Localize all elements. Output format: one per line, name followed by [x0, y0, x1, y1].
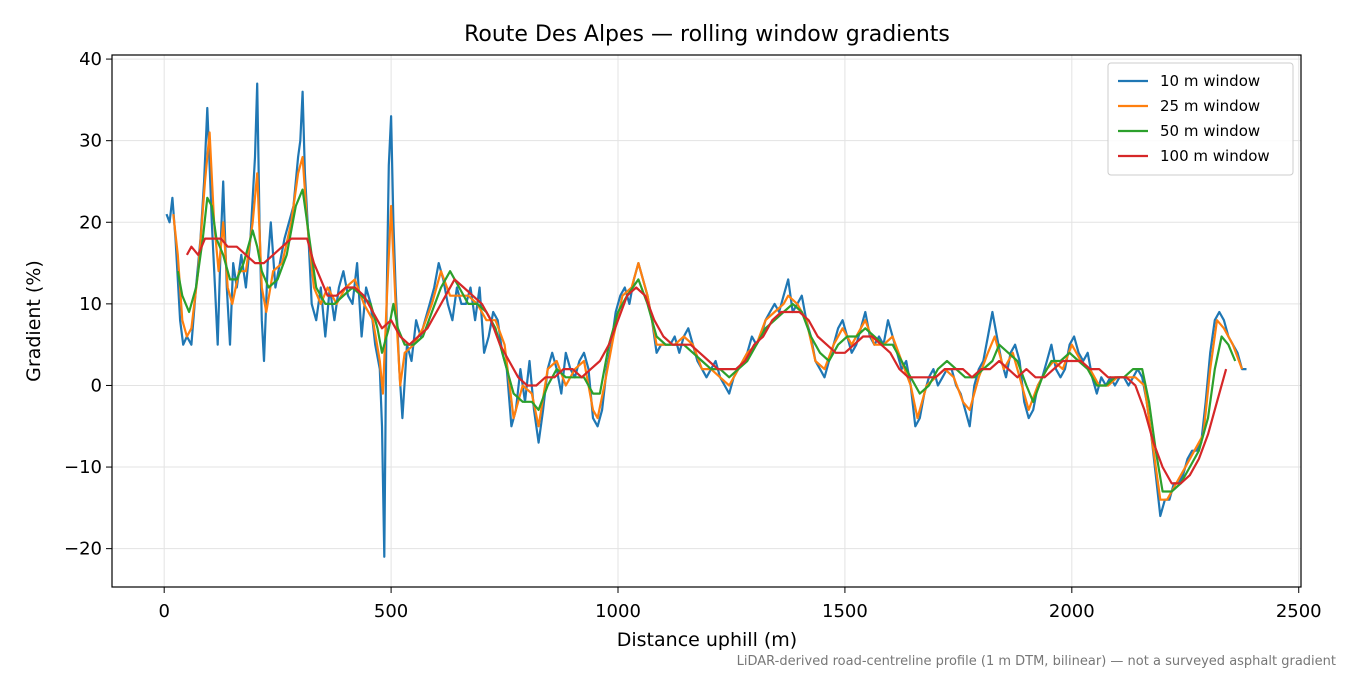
- plot-area: [165, 82, 1247, 558]
- legend-label: 50 m window: [1160, 122, 1260, 140]
- y-tick-label: −10: [64, 457, 102, 478]
- legend-box: [1107, 62, 1294, 176]
- footnote: LiDAR-derived road-centreline profile (1…: [737, 654, 1336, 669]
- series-line: [185, 237, 1228, 485]
- x-tick-label: 500: [374, 601, 408, 622]
- y-axis-label: Gradient (%): [23, 260, 45, 382]
- axes-frame: [111, 54, 1302, 588]
- legend-label: 10 m window: [1160, 72, 1260, 90]
- x-tick-label: 1000: [595, 601, 641, 622]
- x-tick-label: 1500: [822, 601, 868, 622]
- x-tick-label: 2500: [1276, 601, 1322, 622]
- legend-label: 25 m window: [1160, 97, 1260, 115]
- y-tick-label: −20: [64, 539, 102, 560]
- y-tick-label: 0: [91, 375, 102, 396]
- chart-title: Route Des Alpes — rolling window gradien…: [464, 22, 950, 47]
- x-tick-label: 2000: [1049, 601, 1095, 622]
- x-axis-label: Distance uphill (m): [617, 629, 797, 651]
- y-tick-label: 40: [79, 49, 102, 70]
- series-line: [165, 82, 1247, 558]
- legend: 10 m window 25 m window 50 m window 100 m w…: [1107, 62, 1294, 176]
- legend-label: 100 m window: [1160, 147, 1270, 165]
- y-tick-label: 10: [79, 294, 102, 315]
- y-tick-label: 30: [79, 131, 102, 152]
- y-tick-label: 20: [79, 212, 102, 233]
- x-tick-label: 0: [158, 601, 169, 622]
